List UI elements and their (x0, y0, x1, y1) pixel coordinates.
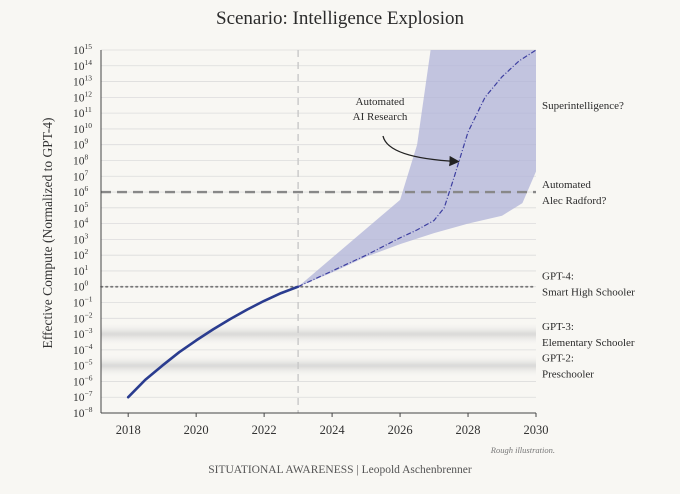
y-tick-label: 101 (73, 263, 89, 278)
uncertainty-band (298, 50, 536, 287)
y-tick-label: 10−5 (73, 358, 93, 373)
y-tick-label: 1010 (73, 121, 92, 136)
plot-area: 10−810−710−610−510−410−310−210−110010110… (73, 42, 635, 437)
stage-label: Elementary Schooler (542, 337, 635, 349)
footer-credit: SITUATIONAL AWARENESS | Leopold Aschenbr… (208, 464, 472, 476)
y-tick-label: 102 (73, 247, 89, 262)
stage-label: Smart High Schooler (542, 287, 635, 299)
stage-label: Superintelligence? (542, 100, 624, 112)
stage-label: Automated (542, 179, 591, 191)
y-tick-label: 1012 (73, 89, 92, 104)
y-tick-label: 1011 (73, 105, 92, 120)
y-tick-label: 107 (73, 168, 89, 183)
series-projected-line (297, 49, 537, 288)
series-historical-line (126, 285, 300, 399)
y-tick-label: 1013 (73, 74, 92, 89)
y-tick-label: 105 (73, 200, 89, 215)
stage-label: GPT-2: (542, 353, 574, 365)
x-tick-label: 2022 (252, 423, 277, 437)
y-tick-label: 10−7 (73, 389, 93, 404)
stage-label: GPT-4: (542, 271, 574, 283)
y-tick-label: 103 (73, 231, 89, 246)
x-tick-label: 2030 (524, 423, 549, 437)
y-tick-label: 1015 (73, 42, 92, 57)
x-tick-label: 2024 (320, 423, 346, 437)
y-tick-label: 10−8 (73, 405, 93, 420)
y-tick-label: 10−2 (73, 310, 93, 325)
y-tick-label: 10−6 (73, 373, 93, 388)
y-tick-label: 10−3 (73, 326, 93, 341)
annotation-text: AI Research (353, 111, 408, 123)
x-tick-label: 2020 (184, 423, 209, 437)
x-tick-label: 2018 (116, 423, 141, 437)
y-tick-label: 109 (73, 137, 89, 152)
y-tick-label: 106 (73, 184, 89, 199)
rough-illustration-note: Rough illustration. (490, 445, 555, 455)
x-tick-label: 2026 (388, 423, 413, 437)
y-tick-label: 100 (73, 279, 89, 294)
y-tick-label: 108 (73, 152, 89, 167)
x-tick-label: 2028 (456, 423, 481, 437)
stage-label: Alec Radford? (542, 195, 607, 207)
y-tick-label: 104 (73, 216, 89, 231)
stage-label: GPT-3: (542, 321, 574, 333)
y-tick-label: 10−1 (73, 295, 93, 310)
y-tick-label: 10−4 (73, 342, 93, 357)
annotation-arrow (382, 135, 460, 167)
y-axis-label: Effective Compute (Normalized to GPT-4) (40, 118, 55, 349)
y-tick-label: 1014 (73, 58, 92, 73)
annotation-text: Automated (356, 96, 405, 108)
chart-title: Scenario: Intelligence Explosion (216, 8, 464, 29)
stage-label: Preschooler (542, 369, 594, 381)
